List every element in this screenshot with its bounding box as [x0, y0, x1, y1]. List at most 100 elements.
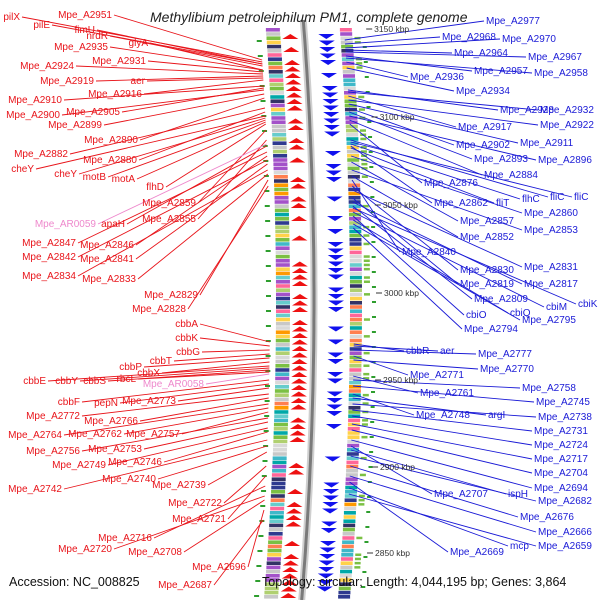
- feature-block: [341, 49, 354, 53]
- feature-block: [275, 221, 290, 225]
- feature-block: [347, 166, 360, 171]
- left-leader-line: [79, 367, 270, 382]
- feature-block: [275, 284, 290, 288]
- rna-marker: [265, 370, 271, 372]
- feature-block: [345, 128, 358, 133]
- gene-arrow-reverse: [327, 287, 344, 293]
- feature-block: [274, 183, 289, 187]
- right-leader-line: [353, 359, 479, 370]
- right-leader-line: [350, 465, 519, 518]
- right-gene-label: Mpe_A2968: [442, 32, 496, 43]
- feature-block: [348, 401, 361, 406]
- feature-block: [273, 431, 288, 435]
- feature-block: [341, 544, 354, 549]
- right-gene-label: Mpe_A2717: [534, 454, 588, 465]
- rna-marker: [371, 331, 376, 333]
- gene-arrow-forward: [284, 541, 301, 546]
- right-gene-label: Mpe_A2817: [524, 279, 578, 290]
- feature-block: [270, 99, 285, 103]
- feature-block: [348, 196, 361, 200]
- right-gene-label: Mpe_A2704: [534, 468, 588, 479]
- right-gene-label: Mpe_A2876: [424, 178, 478, 189]
- gene-arrow-forward: [287, 125, 304, 130]
- feature-block: [264, 590, 279, 595]
- left-gene-label: cbbG: [176, 347, 200, 358]
- rna-marker: [265, 250, 271, 252]
- feature-block: [349, 313, 362, 318]
- left-gene-label: pilX: [3, 12, 20, 23]
- right-gene-label: Mpe_A2934: [456, 86, 510, 97]
- right-leader-line: [351, 439, 533, 489]
- left-gene-label: Mpe_A2833: [82, 274, 136, 285]
- gene-arrow-forward: [287, 118, 304, 124]
- feature-block: [275, 309, 290, 313]
- gene-arrow-forward: [291, 372, 308, 377]
- left-leader-line: [153, 485, 266, 539]
- right-leader-line: [352, 207, 577, 305]
- left-gene-label: Mpe_A2900: [6, 110, 60, 121]
- right-gene-label: Mpe_A2860: [524, 208, 578, 219]
- feature-block: [344, 91, 357, 95]
- feature-block: [339, 28, 352, 32]
- feature-block: [345, 473, 358, 477]
- feature-block: [275, 380, 290, 385]
- left-gene-label: glyA: [129, 38, 149, 49]
- feature-block: [349, 359, 362, 364]
- left-gene-label: Mpe_A2742: [8, 484, 62, 495]
- right-gene-label: Mpe_A2745: [536, 397, 590, 408]
- right-gene-label: Mpe_A2795: [522, 315, 576, 326]
- gene-arrow-reverse: [327, 216, 344, 221]
- gene-arrow-forward: [281, 573, 298, 579]
- right-gene-label: Mpe_A2830: [460, 265, 514, 276]
- gene-arrow-forward: [282, 34, 299, 39]
- map-title: Methylibium petroleiphilum PM1, complete…: [150, 9, 468, 25]
- feature-block: [341, 57, 354, 61]
- left-gene-label: Mpe_A2890: [84, 135, 138, 146]
- feature-block: [348, 406, 361, 410]
- right-leader-line: [349, 115, 537, 161]
- gene-arrow-forward: [283, 554, 300, 559]
- right-leader-line: [351, 429, 533, 474]
- feature-block: [269, 82, 284, 87]
- feature-block: [349, 217, 362, 221]
- feature-block: [349, 225, 362, 229]
- gene-arrow-reverse: [326, 404, 343, 410]
- right-gene-label: Mpe_A2707: [434, 489, 488, 500]
- feature-block: [275, 259, 290, 263]
- feature-block: [264, 595, 279, 599]
- left-leader-line: [199, 337, 270, 347]
- feature-block: [271, 112, 286, 116]
- left-gene-label: Mpe_A2935: [54, 42, 108, 53]
- gene-arrow-forward: [291, 294, 308, 299]
- kbp-tick-label: 2850 kbp: [375, 548, 410, 558]
- left-gene-label: Mpe_A2721: [172, 514, 226, 525]
- gene-arrow-reverse: [319, 547, 336, 553]
- feature-block: [273, 448, 288, 452]
- feature-block: [349, 338, 362, 343]
- right-gene-label: Mpe_A2893: [474, 154, 528, 165]
- rna-marker: [365, 526, 370, 528]
- gene-arrow-reverse: [323, 489, 340, 494]
- feature-block: [341, 553, 354, 557]
- rna-marker: [371, 241, 376, 243]
- left-leader-line: [163, 431, 268, 463]
- feature-block: [344, 103, 357, 108]
- gene-arrow-forward: [291, 320, 308, 325]
- feature-block: [363, 351, 370, 355]
- right-gene-label: Mpe_A2731: [534, 426, 588, 437]
- feature-block: [346, 133, 359, 137]
- feature-block: [343, 511, 356, 515]
- left-gene-label: Mpe_A2756: [26, 446, 80, 457]
- feature-block: [360, 456, 367, 460]
- gene-arrow-forward: [288, 469, 305, 475]
- right-leader-line: [348, 91, 539, 111]
- feature-block: [273, 427, 288, 431]
- left-gene-label: cbbE: [23, 376, 46, 387]
- rna-marker: [256, 565, 262, 567]
- left-gene-label: Mpe_A2855: [142, 214, 196, 225]
- feature-block: [349, 347, 362, 351]
- feature-block: [349, 250, 362, 255]
- left-gene-label: Mpe_A2722: [168, 498, 222, 509]
- feature-block: [356, 66, 363, 69]
